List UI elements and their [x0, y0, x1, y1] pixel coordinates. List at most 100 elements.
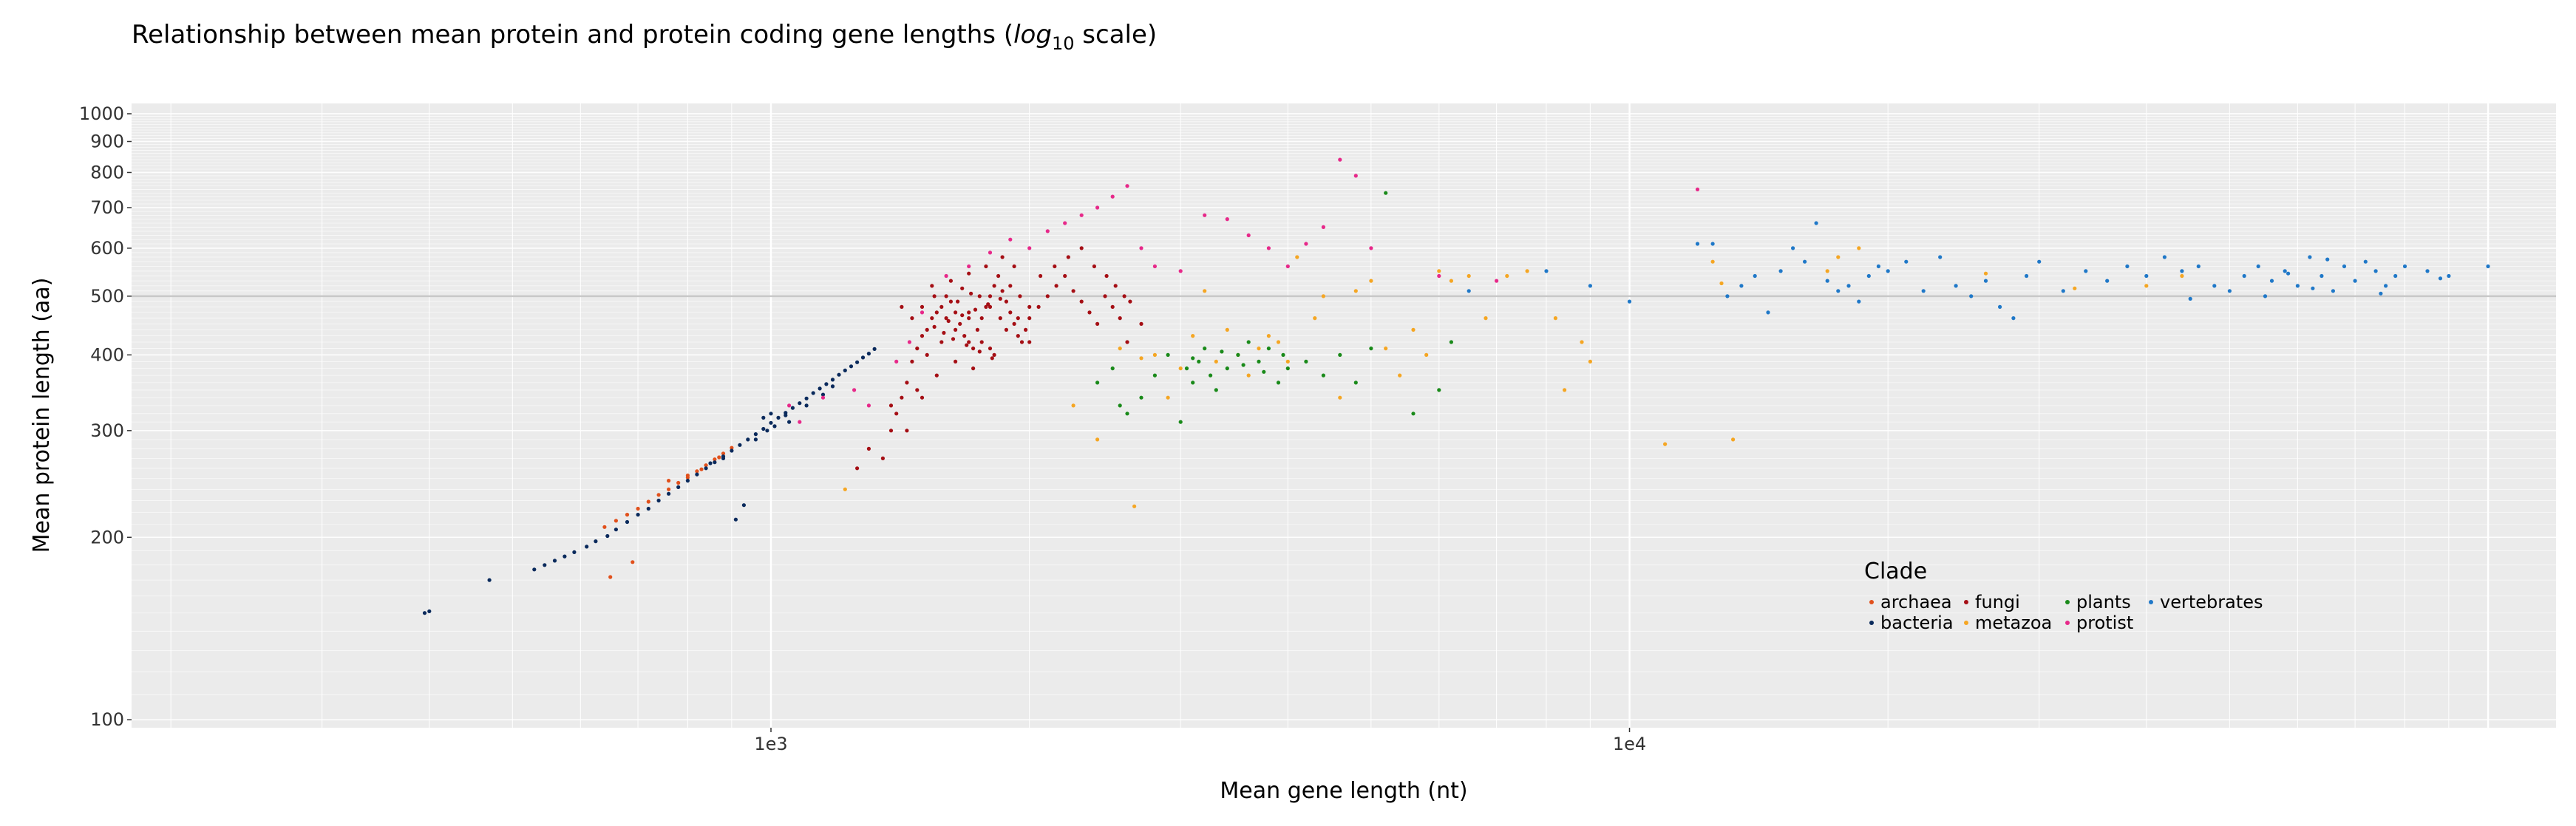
data-point-plants	[1203, 347, 1207, 351]
data-point-bacteria	[769, 412, 773, 416]
data-point-plants	[1118, 403, 1122, 408]
data-point-bacteria	[733, 517, 738, 522]
data-point-plants	[1197, 359, 1201, 363]
data-point-archaea	[695, 469, 699, 474]
data-point-fungi	[954, 310, 958, 315]
data-point-protist	[1008, 237, 1013, 242]
data-point-protist	[1246, 233, 1251, 238]
data-point-fungi	[1027, 340, 1032, 344]
data-point-metazoa	[1118, 347, 1122, 351]
data-point-protist	[798, 420, 802, 424]
data-point-protist	[1152, 264, 1157, 269]
data-point-fungi	[948, 299, 953, 304]
data-point-bacteria	[860, 355, 866, 360]
data-point-fungi	[1018, 294, 1022, 298]
data-point-protist	[1095, 205, 1100, 210]
data-point-vertebrates	[2331, 289, 2335, 293]
data-point-protist	[894, 359, 899, 363]
data-point-vertebrates	[2037, 259, 2042, 264]
data-point-vertebrates	[2384, 284, 2388, 288]
data-point-bacteria	[811, 391, 815, 395]
data-point-bacteria	[746, 437, 750, 442]
data-point-fungi	[888, 403, 894, 408]
data-point-bacteria	[741, 503, 747, 508]
data-point-vertebrates	[2212, 284, 2217, 288]
data-point-fungi	[971, 366, 976, 371]
data-point-plants	[1241, 363, 1245, 367]
data-point-fungi	[1000, 255, 1005, 259]
data-point-metazoa	[1411, 327, 1416, 332]
data-point-vertebrates	[2353, 279, 2357, 283]
data-point-metazoa	[1731, 437, 1736, 442]
data-point-fungi	[900, 304, 904, 309]
data-point-fungi	[944, 294, 948, 298]
data-point-protist	[1079, 213, 1084, 217]
legend-key-bacteria	[1869, 621, 1874, 625]
data-point-archaea	[667, 487, 671, 491]
data-point-bacteria	[585, 545, 589, 549]
data-point-vertebrates	[2227, 289, 2232, 293]
data-point-vertebrates	[2025, 273, 2029, 279]
y-tick-label: 100	[90, 709, 124, 730]
data-point-fungi	[920, 395, 925, 400]
data-point-metazoa	[1437, 269, 1441, 273]
data-point-metazoa	[1710, 259, 1715, 264]
data-point-vertebrates	[2283, 269, 2287, 273]
data-point-bacteria	[704, 466, 708, 471]
data-point-plants	[1110, 366, 1115, 371]
data-point-vertebrates	[1938, 255, 1943, 259]
data-point-vertebrates	[1778, 269, 1783, 273]
data-point-vertebrates	[1836, 289, 1841, 293]
data-point-plants	[1369, 347, 1373, 351]
data-point-protist	[1695, 187, 1700, 191]
data-point-fungi	[1016, 334, 1020, 338]
chart-title: Relationship between mean protein and pr…	[132, 20, 1157, 54]
data-point-archaea	[636, 506, 640, 511]
legend-key-archaea	[1869, 600, 1874, 604]
data-point-fungi	[1036, 304, 1041, 309]
data-point-protist	[1178, 269, 1183, 273]
data-point-protist	[1495, 279, 1499, 283]
data-point-plants	[1246, 340, 1251, 344]
data-point-fungi	[969, 291, 973, 296]
data-point-archaea	[676, 480, 681, 485]
data-point-bacteria	[738, 443, 742, 447]
data-point-bacteria	[422, 611, 427, 615]
data-point-fungi	[1071, 289, 1075, 293]
data-point-plants	[1166, 352, 1170, 357]
data-point-fungi	[1012, 321, 1016, 326]
data-point-fungi	[986, 302, 990, 307]
data-point-bacteria	[837, 372, 841, 377]
data-point-vertebrates	[2295, 284, 2300, 288]
data-point-vertebrates	[2196, 264, 2201, 269]
data-point-bacteria	[552, 559, 557, 563]
data-point-metazoa	[1295, 255, 1299, 259]
data-point-vertebrates	[2447, 273, 2451, 279]
data-point-vertebrates	[2286, 271, 2291, 276]
data-point-plants	[1095, 380, 1100, 385]
data-point-bacteria	[625, 519, 630, 525]
data-point-fungi	[942, 330, 946, 335]
data-point-metazoa	[1166, 395, 1170, 400]
data-point-metazoa	[843, 487, 847, 491]
data-point-protist	[1353, 174, 1358, 178]
data-point-bacteria	[646, 506, 650, 511]
data-point-archaea	[699, 467, 704, 471]
data-point-fungi	[1053, 264, 1057, 269]
data-point-fungi	[1012, 264, 1016, 269]
data-point-protist	[967, 264, 971, 269]
data-points	[422, 157, 2490, 615]
y-tick-label: 300	[90, 420, 124, 441]
data-point-bacteria	[487, 578, 492, 582]
data-point-fungi	[1000, 289, 1005, 293]
data-point-vertebrates	[1886, 269, 1890, 273]
data-point-vertebrates	[2061, 289, 2065, 293]
data-point-fungi	[1125, 340, 1129, 344]
data-point-fungi	[920, 304, 925, 309]
data-point-bacteria	[713, 460, 717, 465]
data-point-metazoa	[1553, 316, 1557, 321]
y-tick-label: 400	[90, 344, 124, 365]
data-point-fungi	[930, 316, 934, 321]
data-point-metazoa	[1276, 340, 1281, 344]
